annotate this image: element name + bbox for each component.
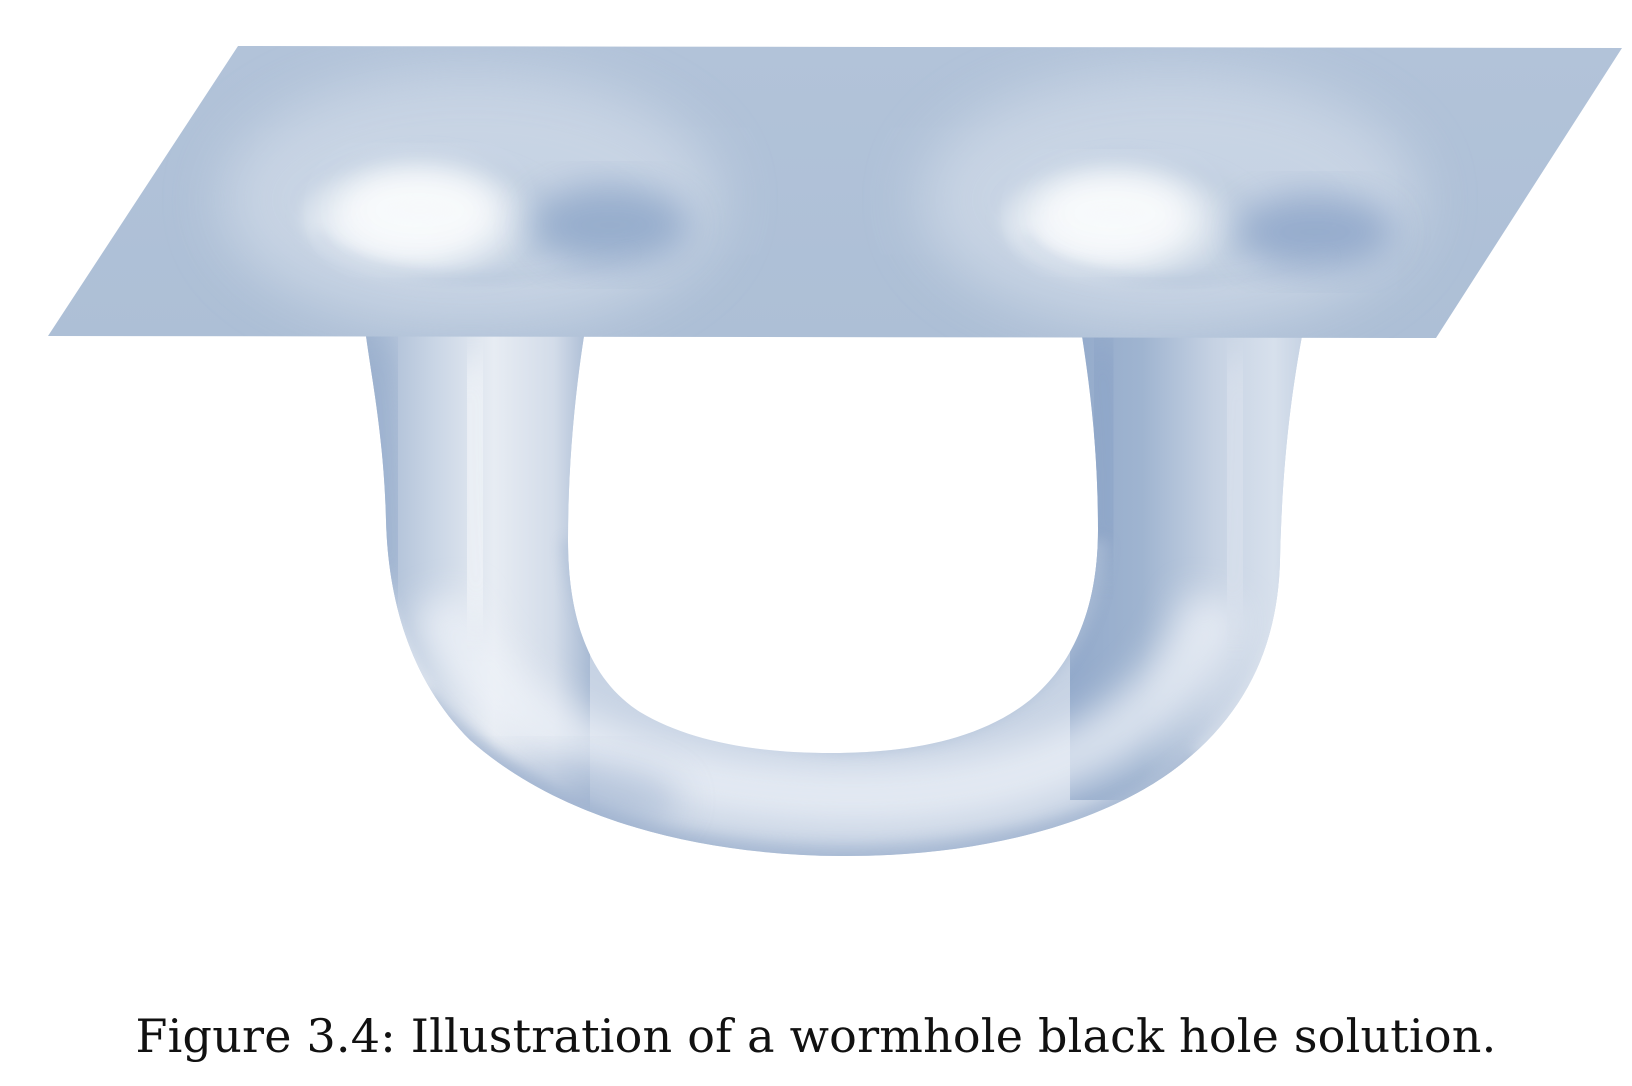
- spacetime-sheet: [48, 46, 1622, 338]
- right-funnel: [920, 70, 1420, 330]
- figure-caption: Figure 3.4: Illustration of a wormhole b…: [135, 1009, 1497, 1063]
- wormhole-tube: [366, 336, 1302, 857]
- left-funnel: [220, 70, 720, 330]
